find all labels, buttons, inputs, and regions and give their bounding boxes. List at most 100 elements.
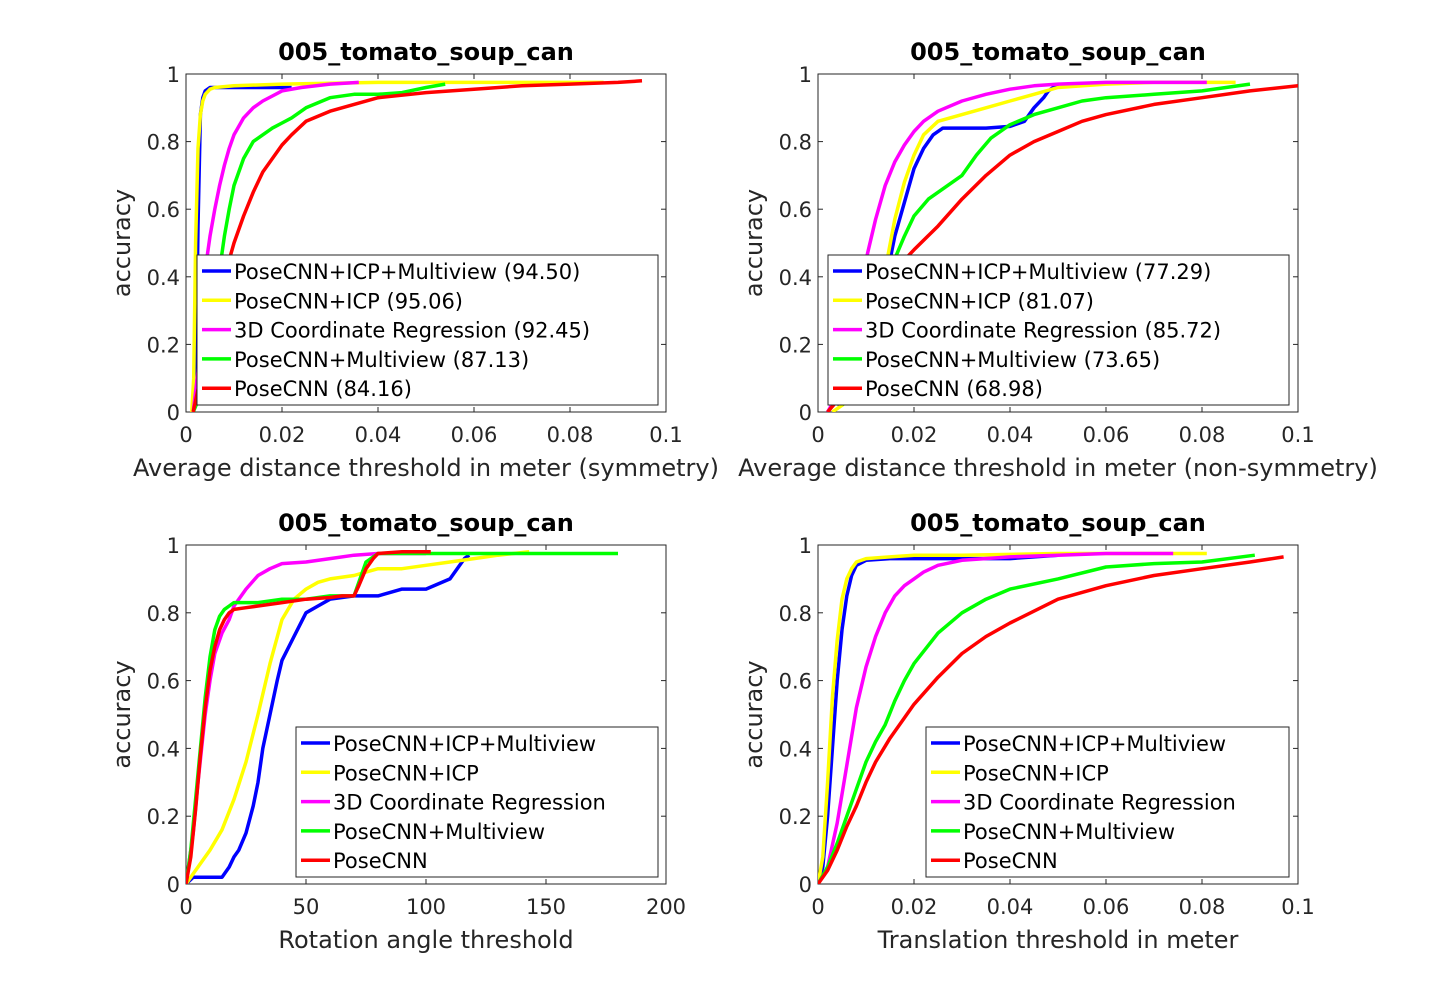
legend-box [196,254,659,406]
y-tick-label: 0.6 [147,670,180,694]
series-line-1 [186,553,471,884]
y-tick-label: 0.2 [779,333,812,357]
legend-box [925,726,1290,878]
x-tick-label: 0.06 [1083,895,1130,919]
x-tick-label: 0 [179,895,192,919]
y-tick-label: 1 [167,534,180,558]
legend-label: 3D Coordinate Regression (92.45) [234,319,590,343]
legend: PoseCNN+ICP+Multiview (94.50) PoseCNN+ICP… [196,254,659,406]
x-tick-label: 0.02 [891,895,938,919]
y-tick-label: 0.4 [779,737,812,761]
legend-label: 3D Coordinate Regression [963,791,1236,815]
chart-title: 005_tomato_soup_can [910,509,1206,537]
y-tick-label: 1 [167,63,180,87]
legend-box [295,726,659,878]
y-tick-label: 0.8 [147,131,180,155]
x-tick-label: 50 [293,895,320,919]
y-tick-label: 0.2 [779,805,812,829]
y-tick-label: 0.6 [779,198,812,222]
y-tick-label: 0.8 [779,602,812,626]
y-axis-label: accuracy [740,660,768,768]
y-tick-label: 0 [799,401,812,425]
legend-label: PoseCNN+ICP+Multiview (94.50) [234,260,580,284]
x-tick-label: 0.04 [355,423,402,447]
x-tick-label: 100 [406,895,446,919]
series-line-2 [190,80,604,412]
y-tick-label: 0.2 [147,333,180,357]
legend-label: PoseCNN [333,849,428,873]
x-tick-label: 0.06 [451,423,498,447]
x-tick-label: 0.1 [1281,895,1314,919]
legend-label: PoseCNN+ICP [963,761,1109,785]
x-tick-label: 0.02 [891,423,938,447]
x-tick-label: 0.1 [1281,423,1314,447]
y-tick-label: 1 [799,534,812,558]
x-tick-label: 0.08 [547,423,594,447]
x-tick-label: 200 [646,895,686,919]
y-tick-label: 0.4 [147,266,180,290]
chart-panel-2: 0 0.02 0.04 0.06 0.08 0.1 0 0.2 0.4 0.6 0.8 1 005_to… [738,38,1378,482]
series-line-2 [186,550,530,884]
x-tick-label: 0.08 [1179,423,1226,447]
x-tick-label: 0.08 [1179,895,1226,919]
legend-label: PoseCNN+Multiview [963,820,1175,844]
series-line-2 [818,551,1207,884]
x-axis-label: Average distance threshold in meter (sym… [133,454,719,482]
legend-label: PoseCNN (84.16) [234,377,412,401]
y-tick-label: 0.4 [147,737,180,761]
legend-label: PoseCNN+Multiview [333,820,545,844]
legend-box [827,254,1290,406]
y-tick-label: 1 [799,63,812,87]
legend-label: 3D Coordinate Regression [333,791,606,815]
legend-label: PoseCNN+ICP (81.07) [865,289,1094,313]
series-line-3 [818,551,1174,884]
series-line-3 [191,80,359,412]
chart-panel-4: 0 0.02 0.04 0.06 0.08 0.1 0 0.2 0.4 0.6 0.8 1 005_to… [740,509,1315,954]
chart-panel-3: 0 50 100 150 200 0 0.2 0.4 0.6 0.8 1 005_tomato_sou… [108,509,686,954]
series-group [186,550,618,884]
x-tick-label: 0.1 [649,423,682,447]
y-axis-label: accuracy [740,189,768,297]
chart-panel-1: 0 0.02 0.04 0.06 0.08 0.1 0 0.2 0.4 0.6 0.8 1 005_to… [108,38,719,482]
x-tick-label: 0.02 [259,423,306,447]
y-tick-label: 0.6 [147,198,180,222]
chart-title: 005_tomato_soup_can [278,509,574,537]
x-tick-label: 0.04 [987,423,1034,447]
y-tick-label: 0.8 [147,602,180,626]
y-tick-label: 0.8 [779,131,812,155]
legend-label: PoseCNN+ICP [333,761,479,785]
chart-title: 005_tomato_soup_can [278,38,574,66]
series-line-5 [186,550,431,884]
legend-label: PoseCNN (68.98) [865,377,1043,401]
chart-title: 005_tomato_soup_can [910,38,1206,66]
x-tick-label: 0.06 [1083,423,1130,447]
x-tick-label: 0 [811,423,824,447]
legend: PoseCNN+ICP+Multiview PoseCNN+ICP 3D Coord… [925,726,1290,878]
x-axis-label: Rotation angle threshold [278,926,573,954]
y-axis-label: accuracy [108,189,136,297]
y-tick-label: 0.2 [147,805,180,829]
x-axis-label: Translation threshold in meter [877,926,1239,954]
legend-label: 3D Coordinate Regression (85.72) [865,319,1221,343]
y-tick-label: 0.6 [779,670,812,694]
x-axis-label: Average distance threshold in meter (non… [738,454,1378,482]
legend: PoseCNN+ICP+Multiview (77.29) PoseCNN+ICP… [827,254,1290,406]
x-tick-label: 150 [526,895,566,919]
y-tick-label: 0 [167,873,180,897]
y-axis-label: accuracy [108,660,136,768]
legend-label: PoseCNN+ICP+Multiview (77.29) [865,260,1211,284]
x-tick-label: 0 [179,423,192,447]
legend-label: PoseCNN+Multiview (73.65) [865,348,1160,372]
y-tick-label: 0 [799,873,812,897]
series-group [818,551,1284,884]
x-tick-label: 0 [811,895,824,919]
y-tick-label: 0.4 [779,266,812,290]
y-tick-label: 0 [167,401,180,425]
series-line-5 [818,555,1284,884]
legend-label: PoseCNN+Multiview (87.13) [234,348,529,372]
x-tick-label: 0.04 [987,895,1034,919]
legend: PoseCNN+ICP+Multiview PoseCNN+ICP 3D Coord… [295,726,659,878]
legend-label: PoseCNN [963,849,1058,873]
legend-label: PoseCNN+ICP+Multiview [333,732,596,756]
